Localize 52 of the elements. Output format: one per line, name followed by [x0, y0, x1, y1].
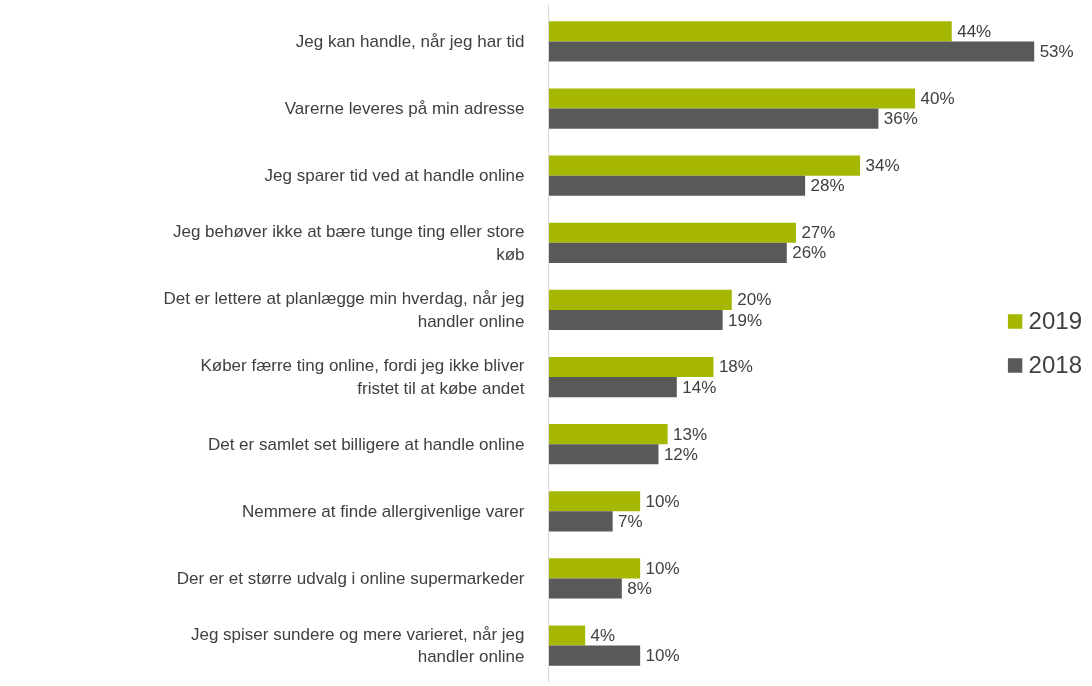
y-tick-label: Jeg behøver ikke at bære tunge ting eller store køb [172, 221, 525, 264]
y-tick-label: Varerne leveres på min adresse [284, 99, 525, 119]
data-label: 26% [792, 243, 827, 263]
data-label: 27% [801, 223, 836, 243]
bar [548, 645, 641, 666]
bar [548, 444, 659, 465]
y-tick-label: Det er lettere at planlægge min hverdag, når jeg handler online [163, 289, 525, 331]
data-label: 44% [957, 21, 992, 41]
data-label: 14% [682, 377, 717, 397]
data-label: 10% [645, 491, 680, 511]
bar [548, 242, 787, 263]
legend-label: 2019 [1028, 307, 1082, 335]
y-tick-label: Jeg spiser sundere og mere varieret, når jeg handler online [190, 624, 525, 667]
bar [548, 21, 952, 42]
data-label: 10% [645, 646, 680, 666]
bar [548, 511, 613, 532]
data-label: 10% [645, 558, 680, 578]
data-label: 7% [618, 511, 643, 531]
y-tick-label: Nemmere at finde allergivenlige varer [241, 501, 525, 521]
bar [548, 578, 622, 599]
bar [548, 491, 641, 512]
data-label: 4% [590, 626, 616, 646]
data-label: 36% [883, 109, 918, 129]
bar [548, 108, 879, 129]
bar [548, 41, 1035, 62]
data-label: 53% [1039, 41, 1074, 61]
y-tick-label: Jeg kan handle, når jeg har tid [295, 31, 525, 51]
bar [548, 424, 668, 445]
data-label: 13% [673, 424, 708, 444]
legend-label: 2018 [1028, 351, 1082, 379]
y-tick-label: Jeg sparer tid ved at handle online [264, 166, 525, 186]
bar [548, 625, 586, 646]
data-label: 20% [737, 290, 772, 310]
bar [548, 558, 641, 579]
bar [548, 289, 732, 310]
bar [548, 155, 861, 176]
data-label: 8% [627, 579, 652, 599]
data-label: 34% [865, 156, 900, 176]
data-label: 28% [810, 176, 845, 196]
data-label: 18% [718, 357, 753, 377]
y-tick-label: Der er et større udvalg i online supermarkeder [176, 568, 525, 588]
bar [548, 88, 916, 109]
data-label: 19% [728, 310, 763, 330]
y-tick-label: Det er samlet set billigere at handle online [207, 434, 525, 454]
bar [548, 222, 796, 243]
data-label: 40% [920, 88, 955, 108]
bar [548, 377, 677, 398]
data-label: 12% [663, 444, 698, 464]
y-tick-label: Køber færre ting online, fordi jeg ikke bliver fristet til at købe andet [200, 356, 525, 398]
bar [548, 356, 714, 378]
bar [548, 175, 806, 196]
bar [548, 309, 723, 331]
